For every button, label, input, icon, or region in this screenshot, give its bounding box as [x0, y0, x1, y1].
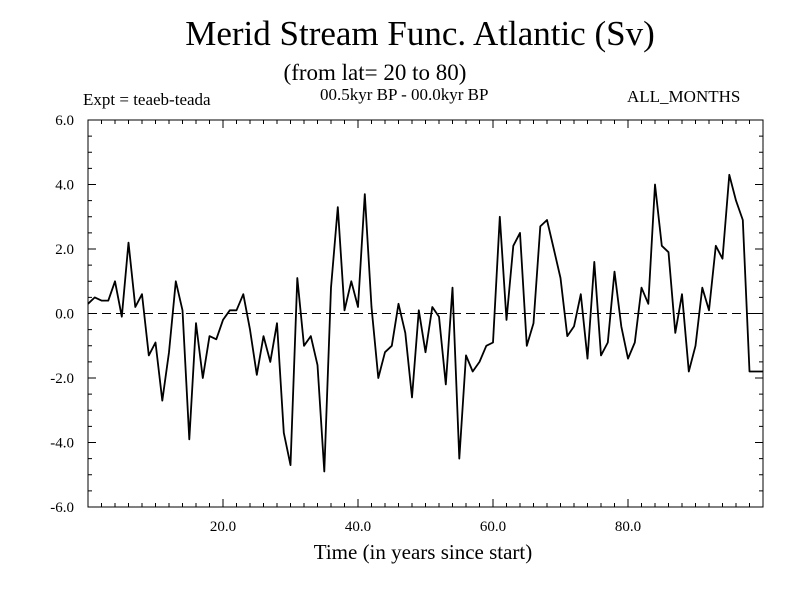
- series-line: [87, 173, 763, 473]
- x-axis-label: Time (in years since start): [313, 540, 533, 564]
- y-tick-label: -4.0: [50, 436, 74, 452]
- x-tick-label: 80.0: [615, 519, 641, 535]
- y-tick-label: -2.0: [50, 371, 74, 387]
- x-tick-label: 60.0: [480, 519, 506, 535]
- chart-subtitle: (from lat= 20 to 80): [283, 60, 467, 85]
- x-tick-label: 40.0: [345, 519, 371, 535]
- x-tick-label: 20.0: [210, 519, 236, 535]
- period-label: 00.5kyr BP - 00.0kyr BP: [320, 85, 489, 104]
- y-tick-label: -6.0: [50, 500, 74, 516]
- y-tick-label: 2.0: [55, 242, 74, 258]
- y-tick-label: 4.0: [55, 178, 74, 194]
- y-tick-label: 0.0: [55, 307, 74, 323]
- y-tick-label: 6.0: [55, 113, 74, 129]
- experiment-label: Expt = teaeb-teada: [83, 90, 211, 109]
- months-label: ALL_MONTHS: [627, 87, 741, 106]
- chart-title: Merid Stream Func. Atlantic (Sv): [185, 14, 655, 53]
